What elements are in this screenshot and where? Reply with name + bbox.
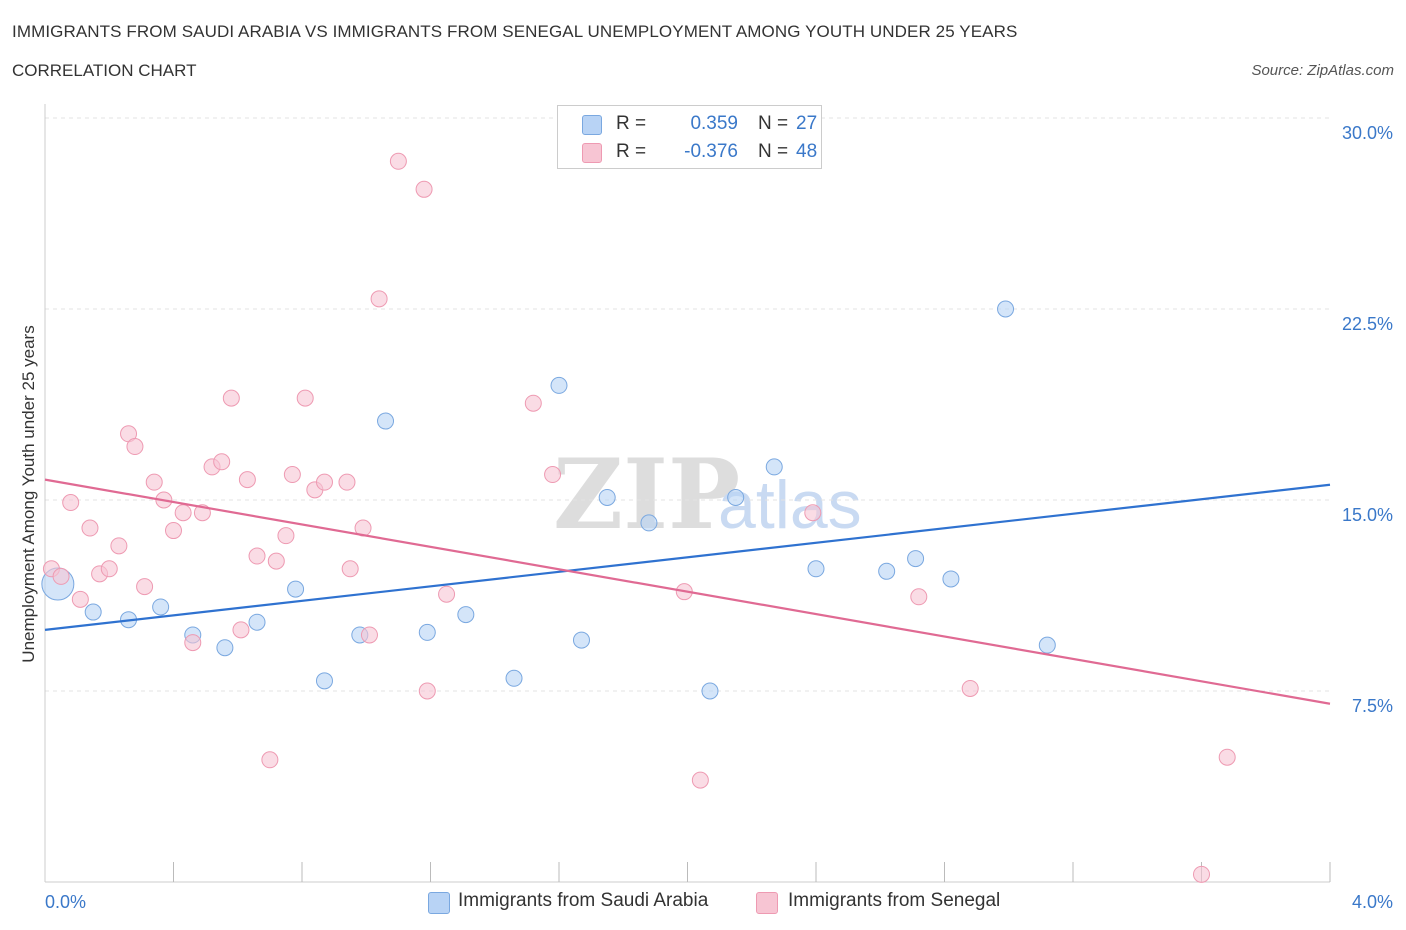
x-tick-label: 4.0% — [1352, 892, 1393, 912]
point-senegal — [389, 152, 407, 170]
point-senegal — [961, 679, 979, 697]
chart-subtitle: CORRELATION CHART — [12, 61, 197, 80]
legend-r-value: -0.376 — [684, 141, 738, 162]
bottom-legend-label-saudi-arabia: Immigrants from Saudi Arabia — [458, 890, 709, 911]
point-senegal — [261, 751, 279, 769]
point-senegal — [1218, 748, 1236, 766]
watermark-atlas: atlas — [718, 467, 862, 543]
point-saudi-arabia — [878, 562, 896, 580]
point-saudi-arabia — [216, 639, 234, 657]
y-tick-label: 30.0% — [1342, 123, 1393, 143]
legend-swatch-saudi-arabia — [582, 115, 602, 135]
point-saudi-arabia — [505, 669, 523, 687]
point-saudi-arabia — [598, 488, 616, 506]
legend-n-value: 27 — [796, 113, 818, 134]
point-senegal — [81, 519, 99, 537]
point-senegal — [126, 438, 144, 456]
trendline-saudi-arabia — [44, 483, 1331, 631]
point-senegal — [360, 626, 378, 644]
point-saudi-arabia — [418, 623, 436, 641]
point-saudi-arabia — [572, 631, 590, 649]
point-senegal — [52, 567, 70, 585]
y-tick-label: 7.5% — [1352, 696, 1393, 716]
bottom-legend-swatch-saudi-arabia — [428, 892, 450, 914]
point-senegal — [296, 389, 314, 407]
legend-n-label: N = — [758, 113, 789, 134]
point-senegal — [136, 578, 154, 596]
point-senegal — [341, 560, 359, 578]
y-tick-label: 22.5% — [1342, 314, 1393, 334]
point-senegal — [110, 537, 128, 555]
point-senegal — [338, 473, 356, 491]
point-senegal — [165, 522, 182, 540]
point-saudi-arabia — [640, 514, 658, 532]
point-senegal — [283, 466, 301, 484]
point-senegal — [438, 585, 456, 603]
point-senegal — [1193, 865, 1210, 883]
legend-n-value: 48 — [796, 141, 818, 162]
point-senegal — [232, 621, 250, 639]
point-senegal — [248, 547, 266, 565]
point-senegal — [222, 389, 240, 407]
point-senegal — [804, 504, 822, 522]
point-saudi-arabia — [997, 300, 1015, 318]
point-saudi-arabia — [84, 603, 102, 621]
point-senegal — [145, 473, 163, 491]
point-senegal — [544, 466, 562, 484]
point-saudi-arabia — [807, 560, 825, 578]
legend-r-label: R = — [616, 113, 647, 134]
point-saudi-arabia — [315, 672, 333, 690]
bottom-legend-label-senegal: Immigrants from Senegal — [788, 890, 1001, 911]
point-senegal — [238, 471, 256, 489]
point-saudi-arabia — [457, 606, 475, 624]
bottom-legend-swatch-senegal — [756, 892, 778, 914]
point-senegal — [415, 180, 433, 198]
legend-r-value: 0.359 — [690, 113, 738, 134]
point-senegal — [267, 552, 285, 570]
point-senegal — [315, 473, 333, 491]
point-senegal — [100, 560, 118, 578]
point-senegal — [524, 394, 542, 412]
legend-n-label: N = — [758, 141, 789, 162]
point-saudi-arabia — [727, 488, 745, 506]
point-senegal — [691, 771, 709, 789]
point-senegal — [910, 588, 928, 606]
point-senegal — [277, 527, 295, 545]
point-saudi-arabia — [550, 376, 568, 394]
point-saudi-arabia — [1038, 636, 1056, 654]
point-senegal — [71, 590, 89, 608]
point-senegal — [370, 290, 388, 308]
trendline-senegal — [44, 478, 1331, 705]
point-saudi-arabia — [248, 613, 266, 631]
point-saudi-arabia — [701, 682, 719, 700]
watermark-zip: ZIP — [553, 438, 740, 551]
point-senegal — [418, 682, 436, 700]
point-saudi-arabia — [152, 598, 170, 616]
stats-legend: R = 0.359 N = 27 R = -0.376 N = 48 — [557, 105, 822, 169]
source-label: Source: ZipAtlas.com — [1251, 62, 1394, 79]
point-senegal — [213, 453, 231, 471]
x-tick-label: 0.0% — [45, 892, 86, 912]
point-senegal — [174, 504, 192, 522]
point-senegal — [184, 634, 202, 652]
point-saudi-arabia — [942, 570, 960, 588]
point-saudi-arabia — [377, 412, 395, 430]
legend-swatch-senegal — [582, 143, 602, 163]
y-axis-label: Unemployment Among Youth under 25 years — [19, 325, 38, 662]
y-tick-label: 15.0% — [1342, 505, 1393, 525]
point-senegal — [62, 494, 80, 512]
point-saudi-arabia — [907, 550, 925, 568]
legend-r-label: R = — [616, 141, 647, 162]
point-saudi-arabia — [765, 458, 783, 476]
chart-title: IMMIGRANTS FROM SAUDI ARABIA VS IMMIGRAN… — [12, 22, 1018, 41]
point-saudi-arabia — [287, 580, 305, 598]
